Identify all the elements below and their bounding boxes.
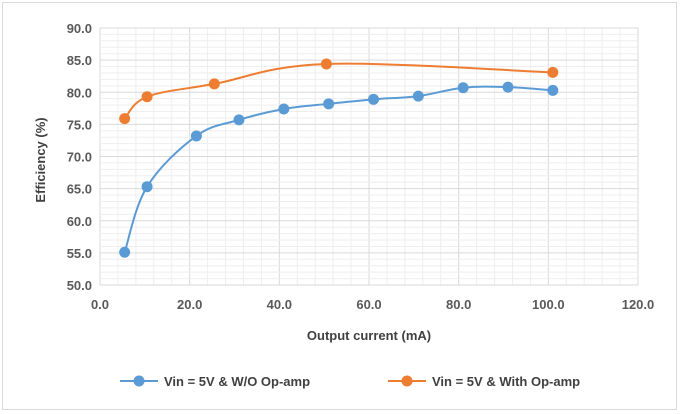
- x-tick-label: 20.0: [177, 297, 202, 312]
- y-tick-label: 90.0: [67, 21, 92, 36]
- x-tick-label: 120.0: [622, 297, 655, 312]
- data-point: [320, 58, 332, 70]
- legend-label: Vin = 5V & With Op-amp: [432, 374, 580, 389]
- x-tick-label: 80.0: [446, 297, 471, 312]
- legend: Vin = 5V & W/O Op-amp Vin = 5V & With Op-…: [120, 374, 580, 389]
- data-point: [547, 84, 559, 96]
- legend-item: Vin = 5V & With Op-amp: [388, 374, 580, 389]
- legend-marker: [401, 375, 413, 387]
- data-point: [412, 90, 424, 102]
- y-tick-label: 75.0: [67, 117, 92, 132]
- data-point: [233, 114, 245, 126]
- data-point: [119, 246, 131, 258]
- y-tick-label: 50.0: [67, 278, 92, 293]
- grid: [99, 27, 639, 286]
- series-2: [119, 58, 559, 125]
- chart-frame: [2, 2, 677, 410]
- data-point: [457, 82, 469, 94]
- legend-item: Vin = 5V & W/O Op-amp: [120, 374, 310, 389]
- tick-labels: 50.0 55.0 60.0 65.0 70.0 75.0 80.0 85.0 90.0 0.0 2…: [67, 21, 655, 312]
- data-point: [502, 81, 514, 93]
- data-point: [547, 66, 559, 78]
- y-tick-label: 85.0: [67, 53, 92, 68]
- x-tick-label: 100.0: [532, 297, 565, 312]
- series-line: [123, 62, 553, 120]
- y-tick-label: 80.0: [67, 85, 92, 100]
- x-tick-label: 60.0: [356, 297, 381, 312]
- y-tick-label: 70.0: [67, 150, 92, 165]
- data-point: [190, 130, 202, 142]
- data-point: [367, 93, 379, 105]
- data-point: [278, 103, 290, 115]
- y-tick-label: 65.0: [67, 182, 92, 197]
- series-1: [119, 81, 559, 258]
- y-axis-title: Efficiency (%): [33, 117, 48, 202]
- legend-label: Vin = 5V & W/O Op-amp: [164, 374, 310, 389]
- data-point: [119, 113, 131, 125]
- data-point: [323, 98, 335, 110]
- x-axis-title: Output current (mA): [307, 328, 431, 343]
- y-tick-label: 60.0: [67, 214, 92, 229]
- y-tick-label: 55.0: [67, 246, 92, 261]
- legend-marker: [133, 375, 145, 387]
- data-point: [208, 78, 220, 90]
- data-point: [141, 181, 153, 193]
- x-tick-label: 0.0: [91, 297, 109, 312]
- data-point: [141, 91, 153, 103]
- x-tick-label: 40.0: [267, 297, 292, 312]
- series: [119, 58, 559, 258]
